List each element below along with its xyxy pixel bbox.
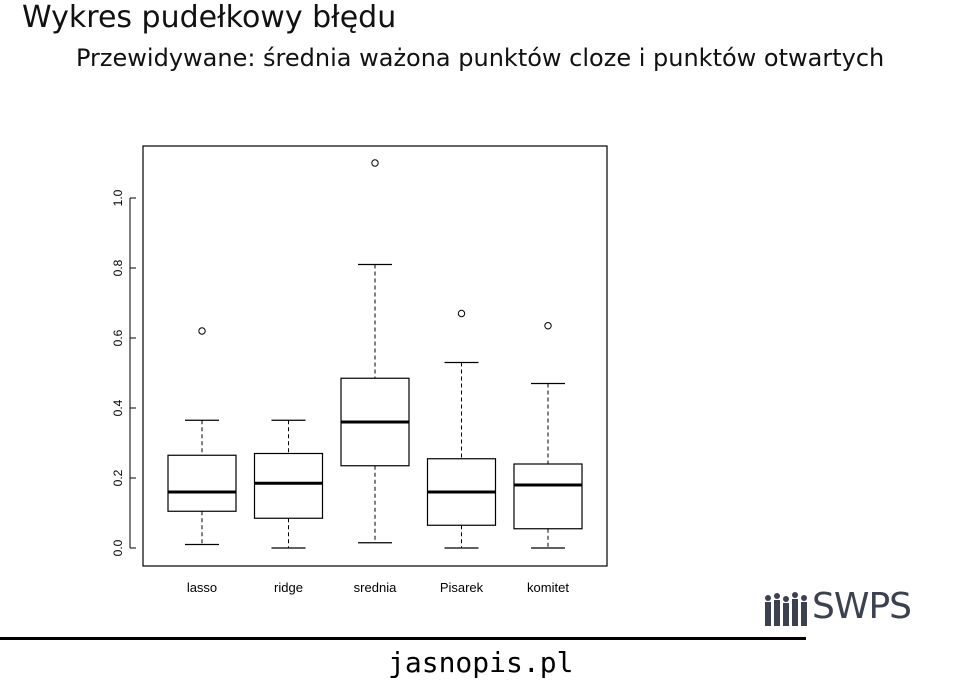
y-tick-label: 1.0 [111,189,125,206]
outlier-point [371,159,379,167]
x-category-label: srednia [354,580,397,595]
swps-logo: SWPS [760,586,912,637]
x-category-label: komitet [527,580,569,595]
swps-logo-figures-icon [765,592,807,626]
outlier-point [544,322,552,330]
box-iqr [513,463,583,530]
footer-url: jasnopis.pl [388,646,574,679]
y-tick-label: 0.6 [111,329,125,346]
box-iqr [253,452,324,519]
x-category-label: ridge [274,580,303,595]
outlier-point [457,309,466,318]
y-tick-label: 0.4 [111,399,125,416]
x-category-label: Pisarek [440,580,484,595]
x-category-label: lasso [187,580,217,595]
box-iqr [167,454,237,512]
slide-subtitle: Przewidywane: średnia ważona punktów clo… [76,44,885,72]
footer-rule [0,637,806,640]
y-tick-label: 0.8 [111,259,125,276]
outlier-point [198,327,206,335]
logo-text: SWPS [812,586,912,627]
y-tick-label: 0.2 [111,469,125,486]
plot-frame [142,145,608,567]
slide-title: Wykres pudełkowy błędu [22,0,397,35]
y-tick-label: 0.0 [111,539,125,556]
